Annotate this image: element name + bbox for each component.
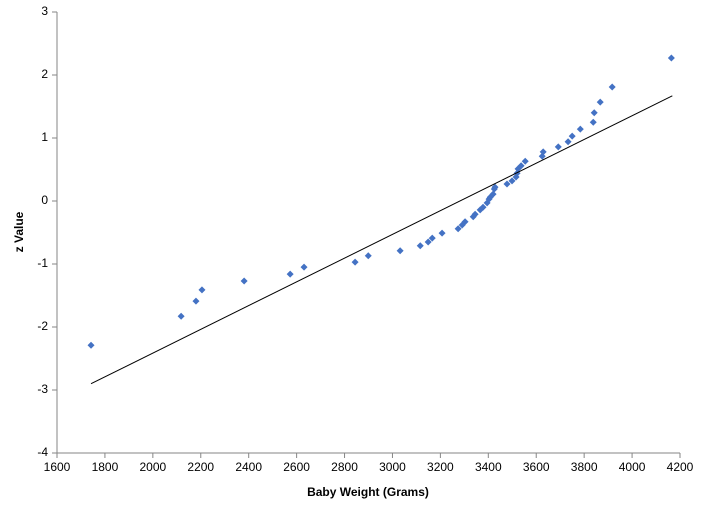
- data-point: [564, 138, 572, 146]
- x-tick-label: 2800: [331, 460, 358, 474]
- x-tick-label: 3800: [571, 460, 598, 474]
- data-point: [568, 132, 576, 140]
- y-tick-label: 0: [41, 193, 48, 207]
- x-tick-label: 4000: [619, 460, 646, 474]
- x-tick-label: 2400: [235, 460, 262, 474]
- x-tick-label: 2200: [187, 460, 214, 474]
- y-tick-label: -1: [37, 256, 48, 270]
- data-point: [198, 286, 206, 294]
- y-tick-label: -2: [37, 319, 48, 333]
- fit-line: [90, 95, 673, 385]
- data-point: [286, 270, 294, 278]
- x-tick-label: 3000: [379, 460, 406, 474]
- data-point: [396, 247, 404, 255]
- data-point: [461, 218, 469, 226]
- x-tick-label: 2600: [283, 460, 310, 474]
- data-point: [596, 98, 604, 106]
- data-point: [424, 238, 432, 246]
- y-axis-title: z Value: [12, 211, 26, 252]
- data-point: [576, 125, 584, 133]
- data-point: [554, 143, 562, 151]
- data-point: [428, 234, 436, 242]
- data-point: [454, 225, 462, 233]
- x-tick-label: 1600: [44, 460, 71, 474]
- data-point: [521, 157, 529, 165]
- x-tick-label: 3200: [427, 460, 454, 474]
- data-point: [177, 312, 185, 320]
- data-point: [300, 263, 308, 271]
- data-point: [471, 210, 479, 218]
- x-tick-label: 2000: [139, 460, 166, 474]
- x-axis-title: Baby Weight (Grams): [307, 485, 429, 499]
- data-point: [479, 203, 487, 211]
- x-tick-label: 1800: [92, 460, 119, 474]
- y-tick-label: -4: [37, 445, 48, 459]
- x-tick-label: 3400: [475, 460, 502, 474]
- y-tick-label: 1: [41, 130, 48, 144]
- data-point: [539, 148, 547, 156]
- data-point: [489, 190, 497, 198]
- y-tick-label: 2: [41, 67, 48, 81]
- data-point: [438, 229, 446, 237]
- data-point: [240, 277, 248, 285]
- data-point: [192, 297, 200, 305]
- data-point: [491, 183, 499, 191]
- y-tick-label: -3: [37, 382, 48, 396]
- data-point: [589, 118, 597, 126]
- data-point: [590, 109, 598, 117]
- x-tick-label: 4200: [667, 460, 694, 474]
- data-point: [517, 162, 525, 170]
- y-tick-label: 3: [41, 4, 48, 18]
- data-point: [87, 341, 95, 349]
- data-point: [416, 242, 424, 250]
- data-point: [503, 180, 511, 188]
- x-tick-label: 3600: [523, 460, 550, 474]
- data-point: [508, 177, 516, 185]
- data-point: [608, 83, 616, 91]
- data-point: [364, 252, 372, 260]
- data-point: [667, 54, 675, 62]
- data-point: [351, 258, 359, 266]
